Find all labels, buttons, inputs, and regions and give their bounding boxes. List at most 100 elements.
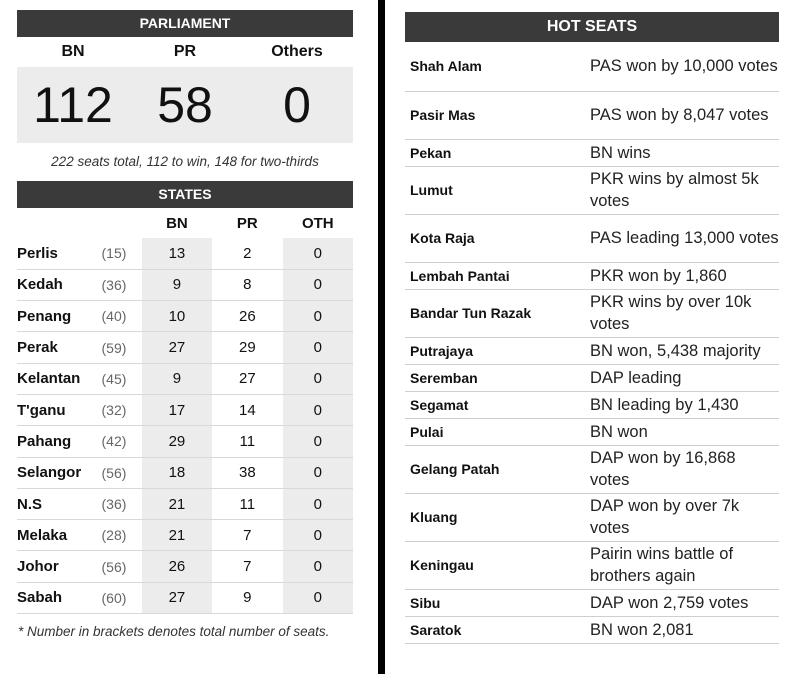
hot-seat-result: Pairin wins battle of brothers again <box>590 545 734 585</box>
others-seat-count: 0 <box>283 77 311 133</box>
state-pr-seats: 11 <box>239 495 256 513</box>
state-total-seats: (42) <box>101 433 127 450</box>
state-total-seats: (56) <box>101 464 127 481</box>
hot-seat-name: Gelang Patah <box>410 461 500 477</box>
hot-seat-result: DAP won 2,759 votes <box>590 593 749 612</box>
column-bn: BN <box>166 214 188 232</box>
state-total-seats: (15) <box>101 245 127 262</box>
seat-summary-note: 222 seats total, 112 to win, 148 for two… <box>51 154 319 169</box>
state-row: Penang (40) 10 26 0 <box>17 300 353 332</box>
state-name: Penang <box>17 307 72 325</box>
state-name: Kelantan <box>17 370 81 388</box>
state-bn-seats: 9 <box>141 269 213 301</box>
hot-seat-name: Pasir Mas <box>410 107 476 123</box>
state-bn-seats: 21 <box>141 519 213 551</box>
hot-seat-name: Kota Raja <box>410 230 475 246</box>
hot-seat-row: Segamat BN leading by 1,430 <box>405 391 779 418</box>
state-total-seats: (32) <box>101 402 127 419</box>
state-bn-seats: 27 <box>141 582 213 614</box>
state-oth-seats: 0 <box>282 488 353 520</box>
hot-seat-result: PKR wins by almost 5k votes <box>590 170 759 210</box>
state-bn-seats: 17 <box>141 394 213 426</box>
hot-seat-result: PKR wins by over 10k votes <box>590 293 752 333</box>
state-bn-seats: 26 <box>141 550 213 583</box>
bn-seat-count: 112 <box>33 77 113 133</box>
state-pr-seats: 8 <box>243 276 252 294</box>
state-row: T'ganu (32) 17 14 0 <box>17 394 353 426</box>
state-bn-seats: 9 <box>141 363 213 395</box>
hot-seat-row: Sibu DAP won 2,759 votes <box>405 589 779 616</box>
state-pr-seats: 14 <box>239 401 256 419</box>
pr-seat-count: 58 <box>157 77 213 133</box>
state-bn-seats: 13 <box>141 238 213 270</box>
hot-seat-row: Kluang DAP won by over 7k votes <box>405 493 779 541</box>
hot-seat-name: Sibu <box>410 594 441 611</box>
column-pr: PR <box>236 214 258 232</box>
state-oth-seats: 0 <box>282 582 353 614</box>
hot-seat-result: PAS won by 10,000 votes <box>590 57 778 76</box>
state-pr-seats: 2 <box>243 244 252 262</box>
hot-seat-name: Keningau <box>410 557 474 573</box>
state-pr-seats: 27 <box>239 370 256 388</box>
state-row: Kelantan (45) 9 27 0 <box>17 363 353 395</box>
hot-seat-row: Putrajaya BN won, 5,438 majority <box>405 337 779 364</box>
state-bn-seats: 21 <box>141 488 213 520</box>
hot-seat-row: Keningau Pairin wins battle of brothers a… <box>405 541 779 589</box>
state-pr-seats: 7 <box>243 558 252 576</box>
state-bn-seats: 29 <box>141 425 213 458</box>
hot-seat-name: Putrajaya <box>410 342 474 359</box>
column-oth: OTH <box>301 214 334 232</box>
hot-seat-result: DAP won by 16,868 votes <box>590 449 736 489</box>
hot-seats-header: HOT SEATS <box>405 12 779 42</box>
hot-seat-result: BN leading by 1,430 <box>590 395 739 414</box>
states-column-header-row: BN PR OTH <box>17 208 353 238</box>
state-bn-seats: 27 <box>141 331 213 364</box>
state-oth-seats: 0 <box>282 425 353 458</box>
footnote: * Number in brackets denotes total numbe… <box>18 624 330 640</box>
state-oth-seats: 0 <box>282 238 353 270</box>
hot-seat-row: Bandar Tun Razak PKR wins by over 10k vot… <box>405 289 779 337</box>
state-oth-seats: 0 <box>282 550 353 583</box>
state-pr-seats: 26 <box>239 307 256 325</box>
state-oth-seats: 0 <box>282 269 353 301</box>
state-total-seats: (59) <box>101 339 127 356</box>
hot-seat-name: Pekan <box>410 144 452 161</box>
hot-seat-row: Lembah Pantai PKR won by 1,860 <box>405 262 779 289</box>
party-pr-label: PR <box>173 43 197 60</box>
party-bn-label: BN <box>61 43 85 60</box>
state-total-seats: (40) <box>101 308 127 325</box>
hot-seat-result: DAP leading <box>590 368 682 387</box>
state-oth-seats: 0 <box>282 331 353 364</box>
state-pr-seats: 29 <box>239 339 256 357</box>
hot-seat-name: Lumut <box>410 182 453 198</box>
hot-seat-row: Kota Raja PAS leading 13,000 votes <box>405 214 779 262</box>
hot-seat-result: BN won 2,081 <box>590 620 694 639</box>
state-row: Perlis (15) 13 2 0 <box>17 238 353 270</box>
state-row: Perak (59) 27 29 0 <box>17 331 353 364</box>
hot-seat-row: Pekan BN wins <box>405 139 779 166</box>
state-oth-seats: 0 <box>282 394 353 426</box>
hot-seat-name: Seremban <box>410 369 478 386</box>
state-row: N.S (36) 21 11 0 <box>17 488 353 520</box>
state-total-seats: (28) <box>101 527 127 544</box>
hot-seat-name: Bandar Tun Razak <box>410 305 532 321</box>
state-name: Sabah <box>17 589 63 607</box>
state-name: Perak <box>17 339 58 357</box>
state-name: N.S <box>17 495 43 513</box>
hot-seat-name: Lembah Pantai <box>410 267 510 284</box>
hot-seat-row: Pasir Mas PAS won by 8,047 votes <box>405 91 779 139</box>
state-row: Selangor (56) 18 38 0 <box>17 457 353 489</box>
parliament-header: PARLIAMENT <box>17 10 353 37</box>
hot-seat-result: BN won, 5,438 majority <box>590 341 761 360</box>
parliament-panel: PARLIAMENT BN PR Others 112 58 0 222 sea… <box>17 10 353 640</box>
hot-seat-name: Shah Alam <box>410 58 482 75</box>
party-names-row: BN PR Others <box>17 37 353 67</box>
state-name: Selangor <box>17 464 82 482</box>
hot-seat-row: Pulai BN won <box>405 418 779 445</box>
state-total-seats: (45) <box>101 370 127 387</box>
hot-seat-row: Lumut PKR wins by almost 5k votes <box>405 166 779 214</box>
state-bn-seats: 10 <box>141 300 213 332</box>
state-name: T'ganu <box>17 401 66 419</box>
state-row: Sabah (60) 27 9 0 <box>17 582 353 614</box>
state-name: Johor <box>17 558 59 576</box>
